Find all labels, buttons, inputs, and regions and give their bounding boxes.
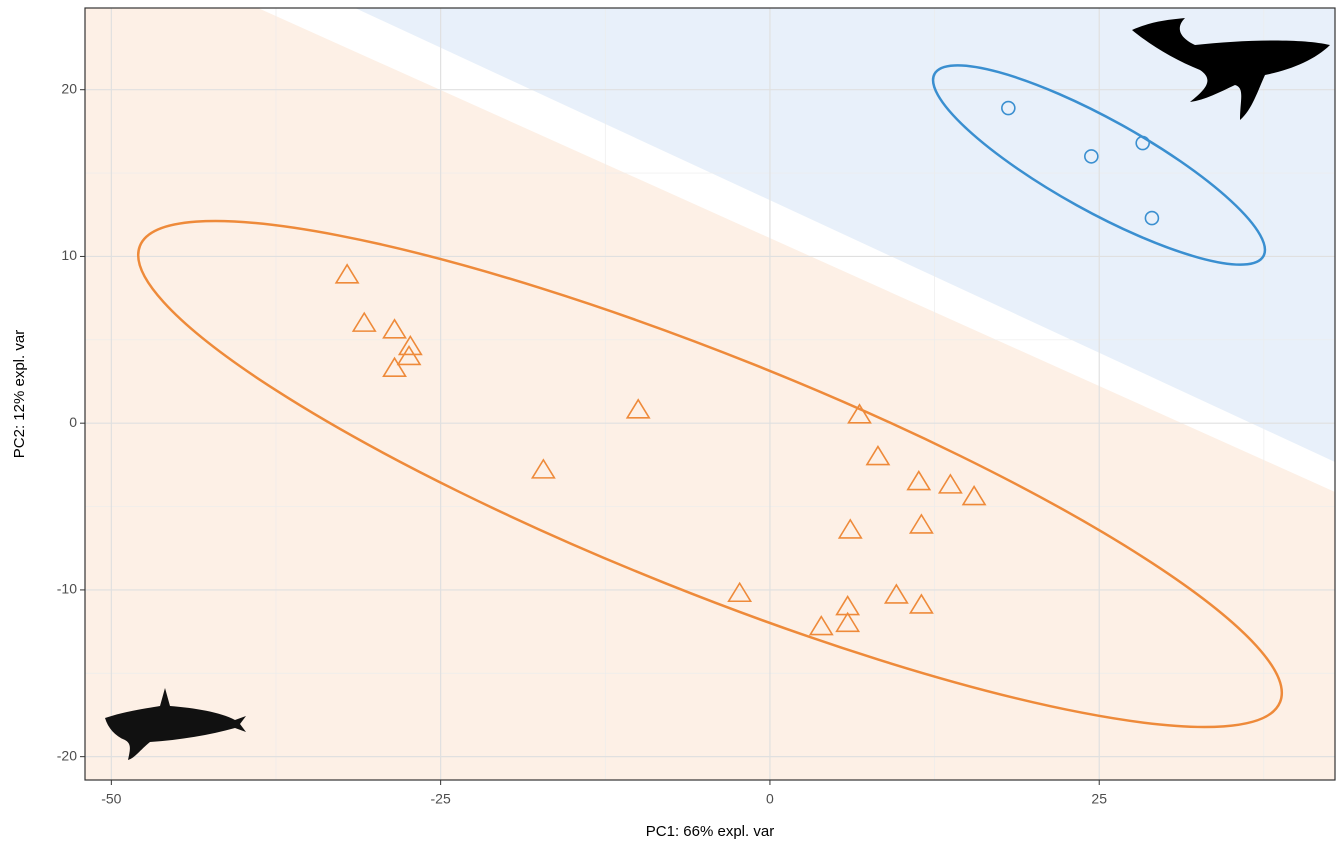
y-tick-label: 10 — [61, 247, 77, 263]
point — [1144, 210, 1160, 226]
x-tick-label: 0 — [766, 791, 774, 807]
point — [351, 311, 377, 332]
decision-regions — [85, 8, 1335, 780]
x-tick-label: -25 — [431, 791, 451, 807]
point — [908, 513, 934, 534]
y-tick-label: 20 — [61, 80, 77, 96]
point — [835, 611, 861, 633]
point — [908, 593, 934, 614]
point — [1001, 100, 1016, 116]
point — [808, 615, 834, 636]
point — [382, 356, 407, 377]
point — [334, 263, 360, 284]
point — [1084, 149, 1099, 164]
ellipse-blue — [931, 64, 1267, 266]
point — [396, 344, 422, 366]
humpback-whale-icon — [1132, 18, 1330, 120]
y-tick-label: -20 — [57, 747, 77, 763]
point — [382, 318, 407, 339]
points — [334, 100, 1160, 636]
grid — [85, 8, 1335, 780]
point — [1135, 135, 1150, 151]
point — [625, 398, 651, 419]
y-tick-label: -10 — [57, 581, 77, 597]
y-axis-title: PC2: 12% expl. var — [11, 330, 28, 458]
point — [937, 473, 963, 494]
point — [906, 470, 932, 491]
point — [961, 485, 987, 506]
point — [865, 444, 891, 466]
point — [397, 334, 423, 356]
y-tick-label: 0 — [69, 414, 77, 430]
x-tick-label: -50 — [101, 791, 121, 807]
orca-icon — [105, 688, 246, 760]
ellipses — [136, 64, 1284, 729]
point — [727, 581, 753, 603]
point — [883, 583, 909, 604]
point — [847, 403, 872, 424]
panel-border — [84, 7, 1336, 781]
region-blue — [355, 8, 1335, 462]
axes: -50 -25 0 25 -20 -10 0 10 20 — [57, 80, 1107, 806]
ellipse-orange — [136, 219, 1284, 729]
x-axis-title: PC1: 66% expl. var — [646, 823, 774, 840]
x-tick-label: 25 — [1091, 791, 1107, 807]
point — [837, 518, 863, 539]
point — [530, 458, 556, 479]
